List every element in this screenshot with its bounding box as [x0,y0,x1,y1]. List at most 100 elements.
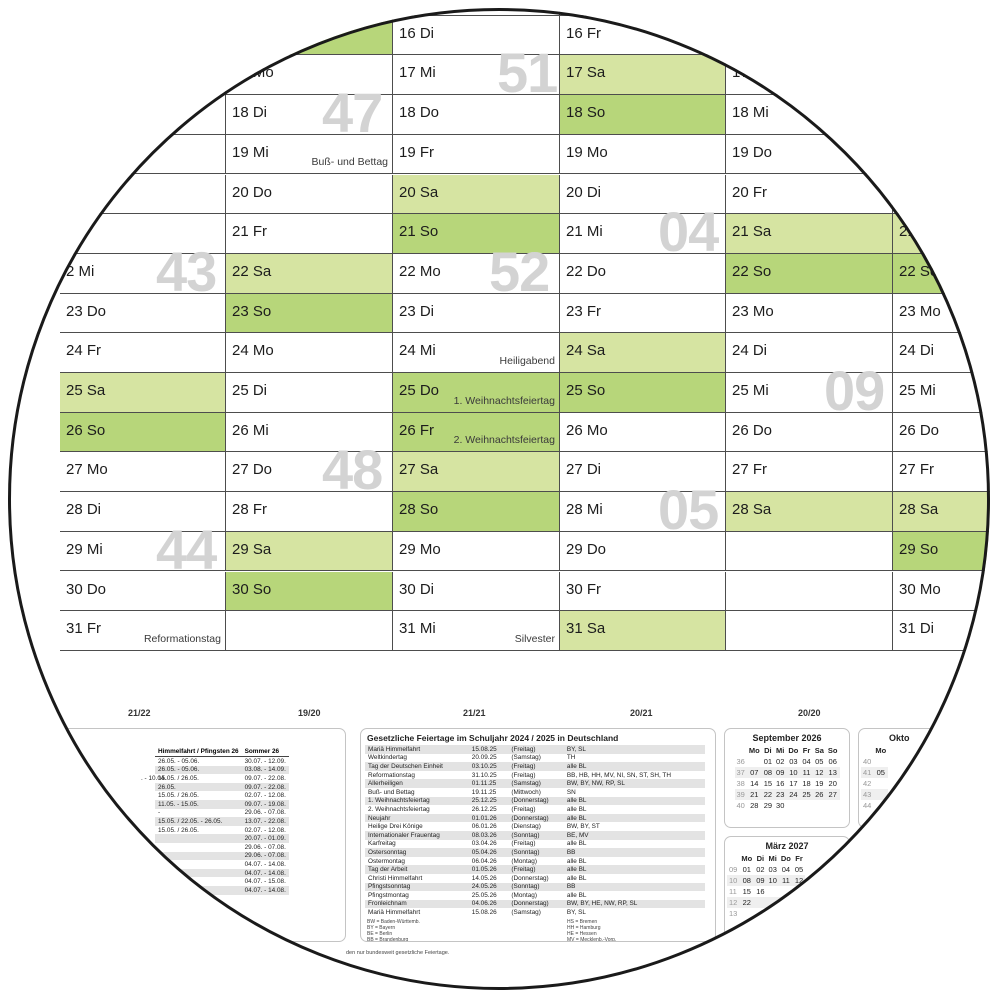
day-cell[interactable] [60,174,226,215]
day-cell[interactable] [60,95,226,135]
day-cell[interactable]: 27 Mo [60,452,226,493]
day-cell[interactable]: 18 Mi [726,95,893,135]
day-cell[interactable]: 24 Sa [560,333,726,373]
day-cell[interactable]: 17 Sa [560,55,726,96]
day-cell[interactable]: 17 Mo [226,55,393,96]
day-cell[interactable]: 18 So [560,95,726,135]
day-cell[interactable]: 28 Fr [226,492,393,532]
day-cell[interactable] [726,531,893,572]
day-cell[interactable]: 27 Fr [893,452,990,493]
day-cell[interactable] [893,8,990,16]
day-cell[interactable]: 20 Do [226,174,393,215]
day-cell[interactable]: 19 Fr [393,134,560,175]
day-cell[interactable]: 26 Fr 2. Weihnachtsfeiertag [393,412,560,453]
day-cell[interactable]: 30 Mo [893,571,990,612]
day-cell[interactable]: 19 Do [726,134,893,175]
day-cell[interactable] [893,134,990,175]
day-cell[interactable]: Di [60,214,226,254]
day-cell[interactable]: 25 Mi [726,373,893,413]
day-cell[interactable]: 29 Sa [226,531,393,572]
day-cell[interactable]: 24 Mi Heiligabend [393,333,560,373]
day-cell[interactable] [893,174,990,215]
day-cell[interactable]: 19 Mi Buß- und Bettag [226,134,393,175]
day-cell[interactable] [893,15,990,56]
day-cell[interactable]: 24 Di [893,333,990,373]
day-cell[interactable]: 18 Do [393,95,560,135]
day-cell[interactable] [726,15,893,56]
day-cell[interactable] [60,55,226,96]
day-cell[interactable]: 29 Do [560,531,726,572]
day-cell[interactable] [726,571,893,612]
day-cell[interactable]: 15 Do [560,8,726,16]
day-cell[interactable]: 30 Di [393,571,560,612]
day-cell[interactable]: 23 Di [393,293,560,334]
day-cell[interactable]: 22 Do [560,253,726,294]
day-cell[interactable]: 28 Mi [560,492,726,532]
day-cell[interactable]: 26 So [60,412,226,453]
day-cell[interactable]: 22 So [893,253,990,294]
day-cell[interactable]: 17 Mi [393,55,560,96]
day-cell[interactable]: 25 Di [226,373,393,413]
day-cell[interactable]: 23 Fr [560,293,726,334]
day-cell[interactable]: 29 So [893,531,990,572]
day-cell[interactable]: 31 Mi Silvester [393,611,560,651]
day-cell[interactable]: 28 So [393,492,560,532]
day-cell[interactable]: 20 Fr [726,174,893,215]
day-cell[interactable]: 28 Di [60,492,226,532]
day-cell[interactable]: 31 Fr Reformationstag [60,611,226,651]
day-cell[interactable]: 16 Di [393,15,560,56]
day-cell[interactable]: 30 So [226,571,393,612]
day-cell[interactable] [226,15,393,56]
day-cell[interactable]: 28 Sa [893,492,990,532]
day-cell[interactable]: 29 Mo [393,531,560,572]
day-cell[interactable]: 17 Di [726,55,893,96]
day-cell[interactable]: 25 Do 1. Weihnachtsfeiertag [393,373,560,413]
day-cell[interactable]: 15 Mo [393,8,560,16]
day-cell[interactable]: 22 So [726,253,893,294]
day-cell[interactable]: 21 [893,214,990,254]
day-cell[interactable]: 31 Di [893,611,990,651]
day-cell[interactable]: 25 Sa [60,373,226,413]
day-cell[interactable]: 21 So [393,214,560,254]
day-cell[interactable]: 27 Do [226,452,393,493]
day-cell[interactable]: 26 Do [893,412,990,453]
day-cell[interactable]: 30 Do [60,571,226,612]
day-cell[interactable]: 27 Sa [393,452,560,493]
day-cell[interactable] [726,8,893,16]
day-cell[interactable] [893,95,990,135]
day-cell[interactable] [60,15,226,56]
day-cell[interactable]: 30 Fr [560,571,726,612]
day-cell[interactable]: 26 Do [726,412,893,453]
day-cell[interactable] [893,55,990,96]
day-cell[interactable]: 16 Fr [560,15,726,56]
day-cell[interactable]: 21 Mi [560,214,726,254]
day-cell[interactable]: 23 So [226,293,393,334]
day-cell[interactable] [60,134,226,175]
day-cell[interactable]: 26 Mi [226,412,393,453]
day-cell[interactable]: 18 Di [226,95,393,135]
day-cell[interactable]: 25 Mi [893,373,990,413]
day-cell[interactable]: 26 Mo [560,412,726,453]
day-cell[interactable]: 27 Fr [726,452,893,493]
day-cell[interactable]: 27 Di [560,452,726,493]
day-cell[interactable]: 22 Sa [226,253,393,294]
day-cell[interactable]: 21 Fr [226,214,393,254]
day-cell[interactable] [726,611,893,651]
day-cell[interactable]: 29 Mi [60,531,226,572]
day-cell[interactable]: 28 Sa [726,492,893,532]
day-cell[interactable]: 24 Di [726,333,893,373]
day-cell[interactable]: 21 Sa [726,214,893,254]
day-cell[interactable]: 2 Mi [60,253,226,294]
day-cell[interactable]: 23 Do [60,293,226,334]
day-cell[interactable]: 19 Mo [560,134,726,175]
day-cell[interactable]: 23 Mo [726,293,893,334]
day-cell[interactable]: 22 Mo [393,253,560,294]
day-cell[interactable] [226,8,393,16]
day-cell[interactable]: 25 So [560,373,726,413]
day-cell[interactable] [226,611,393,651]
day-cell[interactable]: 24 Fr [60,333,226,373]
day-cell[interactable]: 23 Mo [893,293,990,334]
day-cell[interactable]: 31 Sa [560,611,726,651]
day-cell[interactable]: 20 Di [560,174,726,215]
day-cell[interactable]: 20 Sa [393,174,560,215]
